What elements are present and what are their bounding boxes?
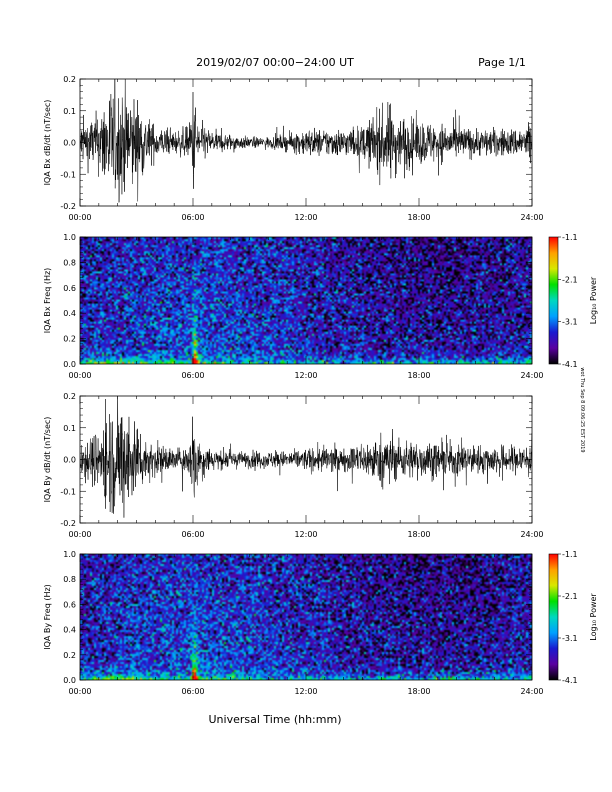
colorbar-bar — [548, 236, 559, 365]
spectrogram-2 — [80, 237, 532, 364]
y-axis-title: IQA Bx dB/dt (nT/sec) — [43, 100, 52, 186]
trace — [80, 396, 532, 518]
plot-frame — [79, 236, 533, 365]
plot-frame — [79, 395, 533, 524]
x-tick-label: 24:00 — [520, 687, 543, 696]
x-tick-label: 24:00 — [520, 213, 543, 222]
x-tick-label: 00:00 — [68, 371, 91, 380]
x-tick-label: 18:00 — [407, 213, 430, 222]
y-tick-label: -0.1 — [60, 170, 76, 179]
y-tick-label: 0.8 — [63, 258, 76, 267]
y-tick-label: 0.0 — [63, 139, 76, 148]
figure-title: 2019/02/07 00:00−24:00 UT — [196, 56, 354, 69]
x-tick-label: 06:00 — [181, 213, 204, 222]
colorbar-tick-label: -4.1 — [562, 676, 578, 685]
y-tick-label: 0.2 — [63, 335, 76, 344]
colorbar-tick-label: -1.1 — [562, 233, 578, 242]
spectrogram-4 — [80, 554, 532, 680]
x-tick-label: 18:00 — [407, 687, 430, 696]
colorbar-4: -1.1 -2.1 -3.1 -4.1 Log₁₀ Power — [548, 550, 598, 685]
y-tick-label: 1.0 — [63, 233, 76, 242]
y-tick-label: 0.4 — [63, 626, 76, 635]
y-tick-label: 0.0 — [63, 676, 76, 685]
y-tick-label: 0.6 — [63, 284, 76, 293]
x-tick-label: 12:00 — [294, 530, 317, 539]
y-tick-label: 0.0 — [63, 360, 76, 369]
page-indicator: Page 1/1 — [478, 56, 526, 69]
y-axis-title: IQA By dB/dt (nT/sec) — [43, 417, 52, 503]
x-tick-label: 06:00 — [181, 371, 204, 380]
spectrogram-image — [80, 554, 532, 680]
x-axis-title: Universal Time (hh:mm) — [209, 713, 342, 726]
panel-axes-2: 00:00 06:00 12:00 18:00 24:00 1.0 0.8 0.6 0.4 0.2… — [43, 233, 544, 380]
x-tick-label: 12:00 — [294, 687, 317, 696]
y-tick-label: 0.4 — [63, 309, 76, 318]
x-tick-label: 18:00 — [407, 530, 430, 539]
y-tick-label: 0.2 — [63, 651, 76, 660]
x-tick-label: 18:00 — [407, 371, 430, 380]
y-axis-title: IQA Bx Freq (Hz) — [43, 268, 52, 334]
y-tick-label: 0.0 — [63, 456, 76, 465]
x-tick-label: 06:00 — [181, 687, 204, 696]
panel-axes-3: 00:00 06:00 12:00 18:00 24:00 0.2 0.1 0.0 -0.1 -0… — [43, 392, 544, 539]
x-tick-label: 12:00 — [294, 371, 317, 380]
x-tick-label: 06:00 — [181, 530, 204, 539]
colorbar-tick-label: -1.1 — [562, 550, 578, 559]
y-tick-label: 0.2 — [63, 392, 76, 401]
y-tick-label: 1.0 — [63, 550, 76, 559]
side-note: wot Thu Sep 8 09:06:25 EST 2019 — [579, 367, 585, 452]
colorbar-title: Log₁₀ Power — [589, 593, 598, 641]
y-axis-title: IQA By Freq (Hz) — [43, 584, 52, 650]
spectrogram-image — [80, 237, 532, 364]
x-tick-label: 24:00 — [520, 371, 543, 380]
panel-axes-4: 00:00 06:00 12:00 18:00 24:00 1.0 0.8 0.6 0.4 0.2… — [43, 550, 544, 696]
colorbar-2: -1.1 -2.1 -3.1 -4.1 Log₁₀ Power — [548, 233, 598, 369]
x-tick-label: 12:00 — [294, 213, 317, 222]
x-tick-label: 00:00 — [68, 530, 91, 539]
colorbar-tick-label: -2.1 — [562, 275, 578, 284]
colorbar-title: Log₁₀ Power — [589, 276, 598, 324]
x-tick-label: 00:00 — [68, 687, 91, 696]
y-tick-label: 0.2 — [63, 75, 76, 84]
x-tick-label: 24:00 — [520, 530, 543, 539]
colorbar-tick-label: -2.1 — [562, 592, 578, 601]
y-tick-label: 0.8 — [63, 575, 76, 584]
trace — [80, 79, 532, 203]
colorbar-tick-label: -3.1 — [562, 634, 578, 643]
colorbar-bar — [548, 553, 559, 681]
y-tick-label: 0.1 — [63, 424, 76, 433]
series-line-1 — [80, 79, 532, 203]
panel-axes-1: 00:00 06:00 12:00 18:00 24:00 0.2 0.1 0.0 -0.1 -0… — [43, 75, 544, 222]
y-tick-label: -0.2 — [60, 202, 76, 211]
plot-frame — [79, 78, 533, 207]
colorbar-tick-label: -3.1 — [562, 318, 578, 327]
series-line-3 — [80, 396, 532, 518]
y-tick-label: 0.6 — [63, 600, 76, 609]
x-tick-label: 00:00 — [68, 213, 91, 222]
colorbar-tick-label: -4.1 — [562, 360, 578, 369]
y-tick-label: 0.1 — [63, 107, 76, 116]
y-tick-label: -0.1 — [60, 487, 76, 496]
panels: 00:00 06:00 12:00 18:00 24:00 0.2 0.1 0.0 -0.1 -0… — [43, 75, 598, 696]
y-tick-label: -0.2 — [60, 519, 76, 528]
plot-frame — [79, 553, 533, 681]
